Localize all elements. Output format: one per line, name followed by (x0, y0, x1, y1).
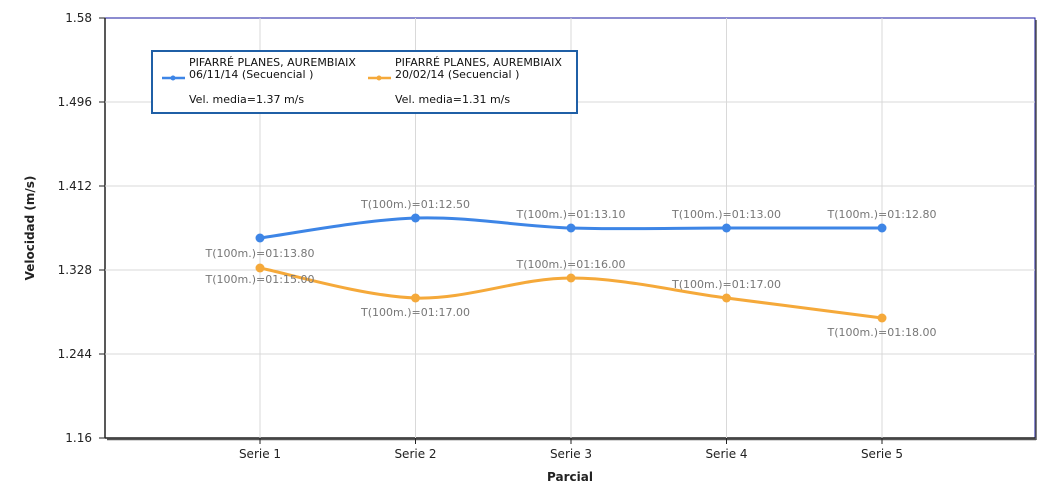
data-label: T(100m.)=01:12.80 (827, 208, 937, 221)
legend-box (151, 50, 578, 114)
data-point (877, 313, 887, 323)
legend-avg-2: Vel. media=1.31 m/s (395, 93, 510, 106)
data-label: T(100m.)=01:18.00 (827, 326, 937, 339)
y-axis-title: Velocidad (m/s) (23, 176, 37, 281)
y-tick-label: 1.58 (65, 11, 92, 25)
x-tick-label: Serie 3 (550, 447, 592, 461)
y-tick-label: 1.496 (58, 95, 92, 109)
data-label: T(100m.)=01:13.10 (516, 208, 626, 221)
data-label: T(100m.)=01:17.00 (671, 278, 781, 291)
data-point (255, 263, 265, 273)
legend-date-1: 06/11/14 (Secuencial ) (189, 68, 313, 81)
data-point (411, 293, 420, 303)
legend-avg-1: Vel. media=1.37 m/s (189, 93, 304, 106)
data-label: T(100m.)=01:13.80 (205, 247, 315, 260)
data-point (877, 223, 887, 233)
data-labels: T(100m.)=01:13.80 T(100m.)=01:12.50 T(100m… (205, 198, 937, 339)
x-tick-label: Serie 5 (861, 447, 903, 461)
data-point (411, 213, 420, 223)
legend-date-2: 20/02/14 (Secuencial ) (395, 68, 519, 81)
y-tick-label: 1.328 (58, 263, 92, 277)
legend-name-2: PIFARRÉ PLANES, AUREMBIAIX (395, 56, 562, 69)
x-tick-label: Serie 2 (394, 447, 436, 461)
x-axis-title: Parcial (547, 470, 593, 484)
legend-name-1: PIFARRÉ PLANES, AUREMBIAIX (189, 56, 356, 69)
data-point (566, 223, 576, 233)
series-layer (255, 213, 887, 323)
legend-entry-2: PIFARRÉ PLANES, AUREMBIAIX 20/02/14 (Sec… (368, 56, 562, 106)
data-label: T(100m.)=01:15.00 (205, 273, 315, 286)
x-tick-label: Serie 4 (705, 447, 747, 461)
x-axis-ticks: Serie 1 Serie 2 Serie 3 Serie 4 Serie 5 (239, 438, 903, 461)
y-axis-ticks: 1.58 1.496 1.412 1.328 1.244 1.16 (58, 11, 105, 445)
data-label: T(100m.)=01:16.00 (516, 258, 626, 271)
legend-marker-1 (170, 75, 176, 81)
data-point (255, 233, 265, 243)
x-tick-label: Serie 1 (239, 447, 281, 461)
data-label: T(100m.)=01:13.00 (671, 208, 781, 221)
data-label: T(100m.)=01:12.50 (360, 198, 470, 211)
legend: PIFARRÉ PLANES, AUREMBIAIX 06/11/14 (Sec… (151, 50, 578, 114)
data-point (722, 223, 731, 233)
legend-entry-1: PIFARRÉ PLANES, AUREMBIAIX 06/11/14 (Sec… (162, 56, 356, 106)
data-label: T(100m.)=01:17.00 (360, 306, 470, 319)
data-point (722, 293, 731, 303)
legend-marker-2 (376, 75, 382, 81)
y-tick-label: 1.412 (58, 179, 92, 193)
y-tick-label: 1.16 (65, 431, 92, 445)
y-tick-label: 1.244 (58, 347, 92, 361)
data-point (566, 273, 576, 283)
